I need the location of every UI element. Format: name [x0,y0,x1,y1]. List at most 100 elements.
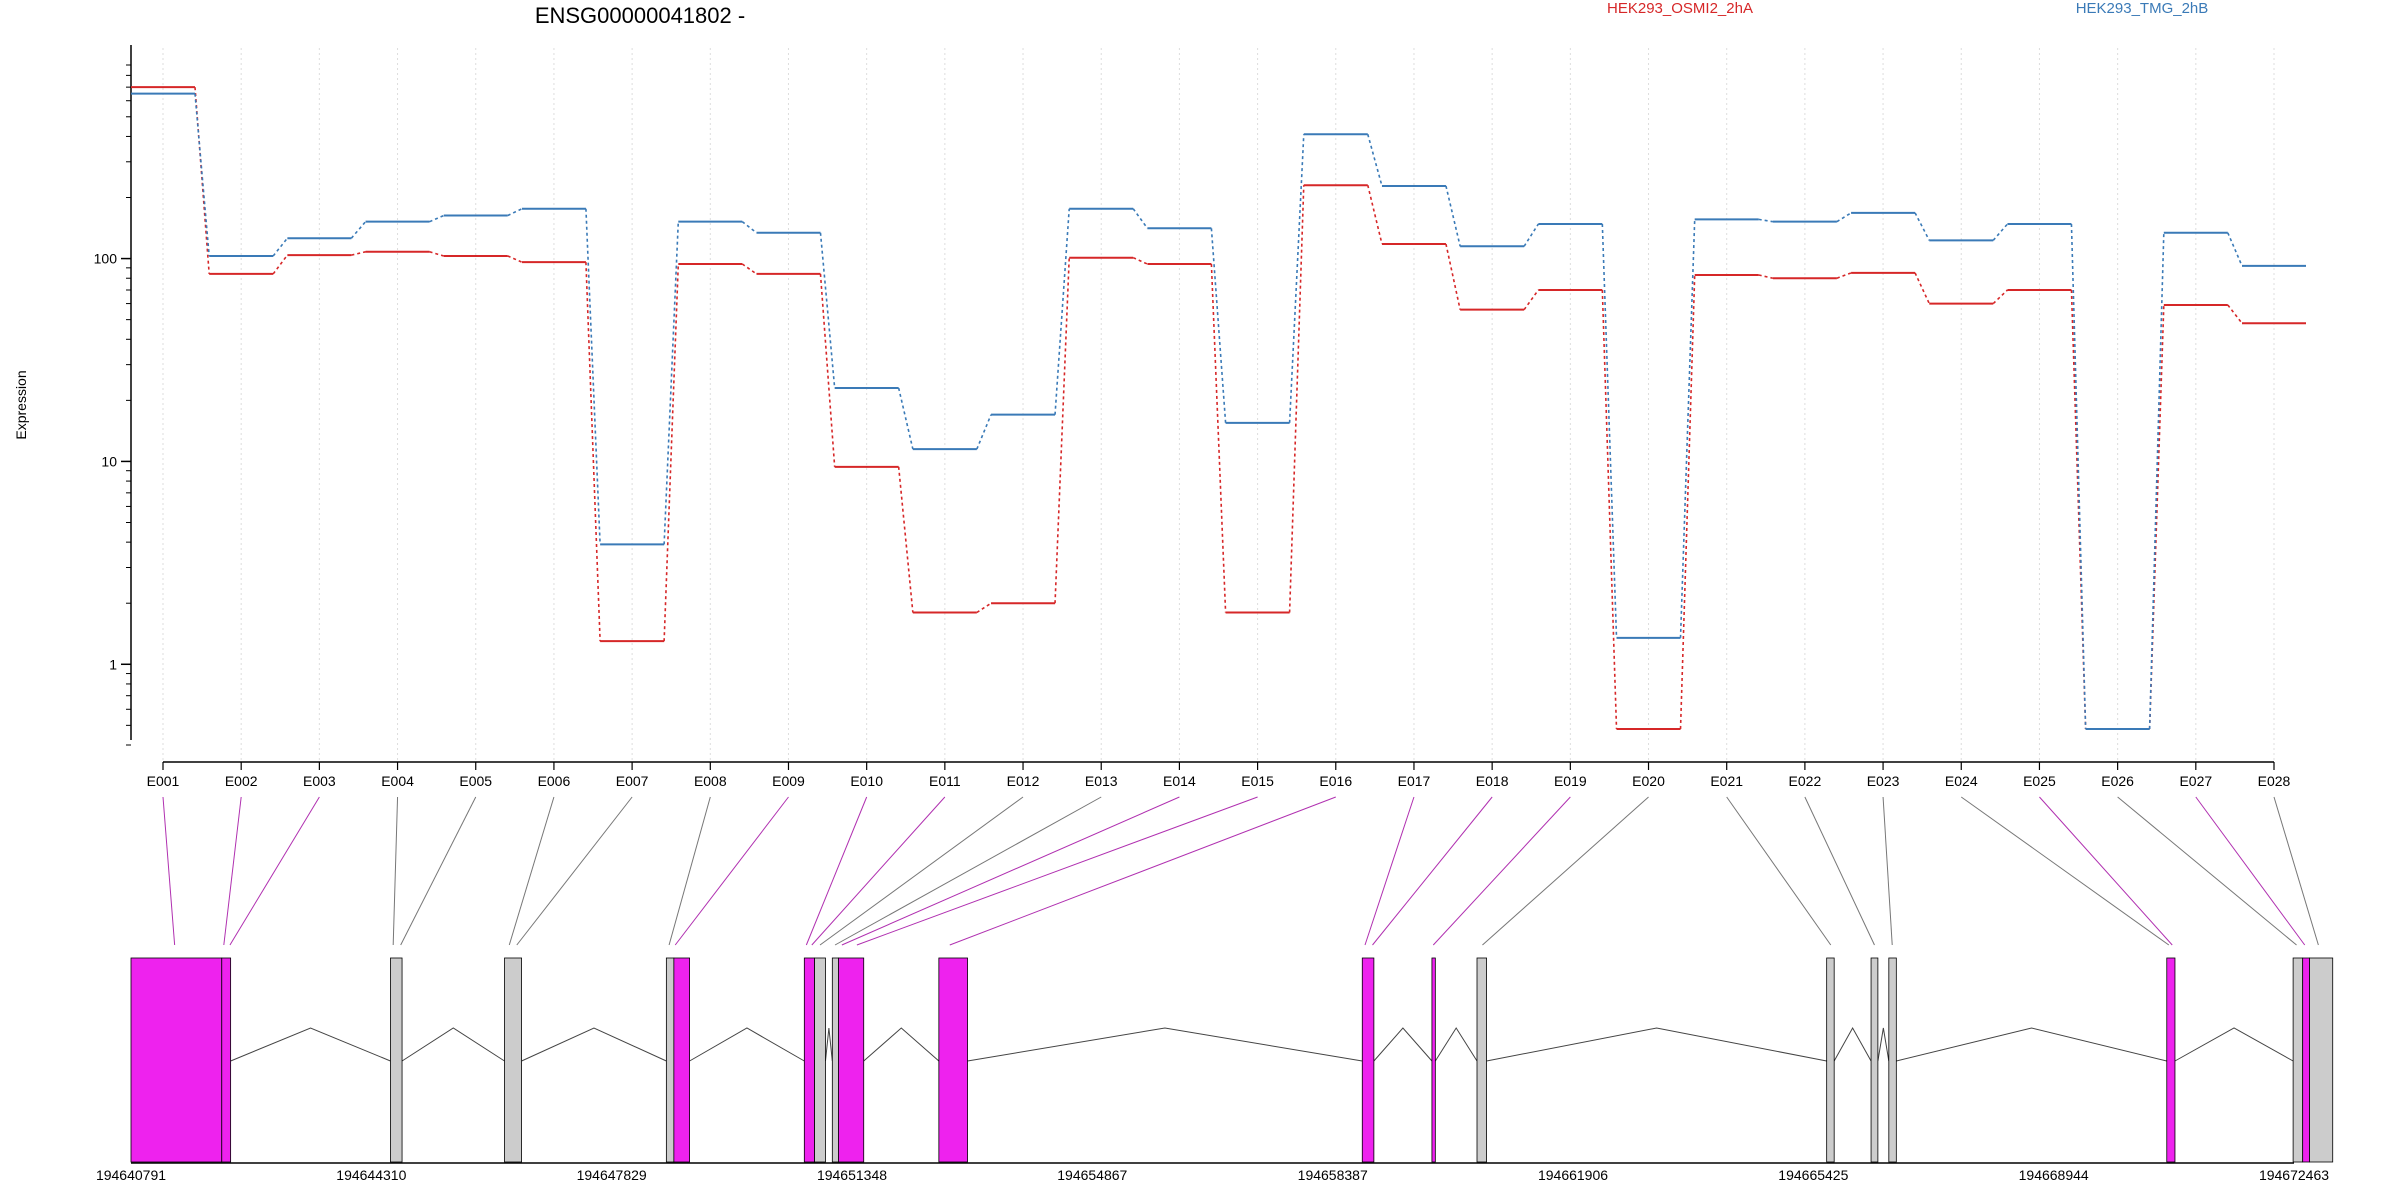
x-tick-label: E003 [303,773,336,789]
x-tick-label: E027 [2179,773,2212,789]
coordinate-tick-label: 194654867 [1057,1167,1127,1183]
series-2-connector [2227,232,2243,267]
bin-exon-links [162,796,2319,946]
exon-differential [803,957,815,1163]
bin-link [392,796,399,946]
x-tick-label: E019 [1554,773,1587,789]
bin-link [834,796,1102,946]
coordinate-tick-label: 194647829 [577,1167,647,1183]
series-1-connector [507,255,523,263]
x-tick-label: E020 [1632,773,1665,789]
series-1-connector [1132,256,1148,265]
series-2-connector [2148,232,2165,729]
intron [1833,1026,1872,1062]
x-tick-label: E022 [1789,773,1822,789]
coordinate-tick-label: 194658387 [1298,1167,1368,1183]
exon [1870,957,1879,1163]
bin-link [949,796,1336,946]
series-1-connector [194,87,210,274]
bin-link [1432,796,1571,946]
intron [689,1027,805,1062]
intron [230,1027,391,1062]
series-1 [131,86,2306,730]
bin-link [819,796,1024,946]
series-1-connector [1445,243,1461,310]
exon-differential [2166,957,2176,1163]
bin-link [508,796,555,946]
y-axis: 1 10 100 [94,45,132,746]
bin-link [162,796,176,946]
series-1-connector [1679,274,1696,729]
series-2-connector [741,221,757,234]
series-2-connector [2070,224,2087,729]
series-1-connector [585,262,601,642]
exon-differential [130,957,223,1163]
series-1-connector [351,251,366,256]
series-2-connector [1288,134,1305,423]
series-2-connector [976,414,992,450]
exon [1826,957,1835,1163]
series-2-connector [819,232,836,389]
bin-link [668,796,711,946]
exon [2292,957,2304,1163]
x-tick-label: E002 [225,773,258,789]
x-tick-label: E013 [1085,773,1118,789]
gene-model [130,957,2334,1163]
x-tick-label: E008 [694,773,727,789]
series-2-connector [1758,218,1774,223]
series-2 [131,92,2306,730]
series-2-connector [194,93,210,257]
series-1-connector [897,466,914,613]
coordinate-tick-label: 194672463 [2259,1167,2329,1183]
exon-differential [1431,957,1436,1163]
bin-link [229,796,320,946]
bin-link [1372,796,1493,946]
exon-differential [673,957,690,1163]
y-tick-label: 1 [109,656,117,672]
bin-link [2039,796,2173,946]
intron [863,1027,940,1062]
y-tick-label: 100 [94,251,118,267]
series-1-connector [429,251,444,257]
series-1-connector [1758,274,1774,280]
series-2-connector [1601,224,1618,638]
intron [1896,1027,2167,1062]
coordinate-tick-label: 194665425 [1778,1167,1848,1183]
series-2-connector [1914,212,1930,241]
series-2-connector [1132,208,1149,229]
x-axis: E001 E002 E003 E004 E005 E006 E007 E008 E009 E010… [147,761,2291,789]
chart-title: ENSG00000041802 - [535,3,745,28]
series-1-connector [1601,289,1618,729]
bin-link [400,796,477,946]
bin-link [811,796,946,946]
bin-link [1364,796,1415,946]
intron [521,1027,667,1062]
bin-link [1482,796,1649,946]
exon-differential [1361,957,1375,1163]
coordinate-tick-label: 194668944 [2019,1167,2089,1183]
bin-link [1960,796,2170,946]
series-2-connector [429,214,445,223]
series-2-connector [1836,212,1852,223]
x-tick-label: E025 [2023,773,2056,789]
intron [1434,1027,1478,1062]
exon [665,957,675,1163]
x-tick-label: E007 [616,773,649,789]
x-tick-label: E012 [1007,773,1040,789]
exon-differential [2302,957,2310,1163]
series-2-connector [585,208,601,545]
y-tick-label: 10 [101,453,117,469]
bin-link [2273,796,2319,946]
series-2-connector [350,221,367,239]
series-2-connector [1445,185,1461,247]
series-2-connector [1523,223,1540,247]
bin-link [223,796,242,946]
series-1-connector [976,602,992,614]
coordinate-tick-label: 194640791 [96,1167,166,1183]
x-tick-label: E024 [1945,773,1978,789]
intron [401,1027,505,1062]
intron [824,1027,833,1062]
coordinate-tick-label: 194651348 [817,1167,887,1183]
series-2-connector [1210,228,1227,423]
